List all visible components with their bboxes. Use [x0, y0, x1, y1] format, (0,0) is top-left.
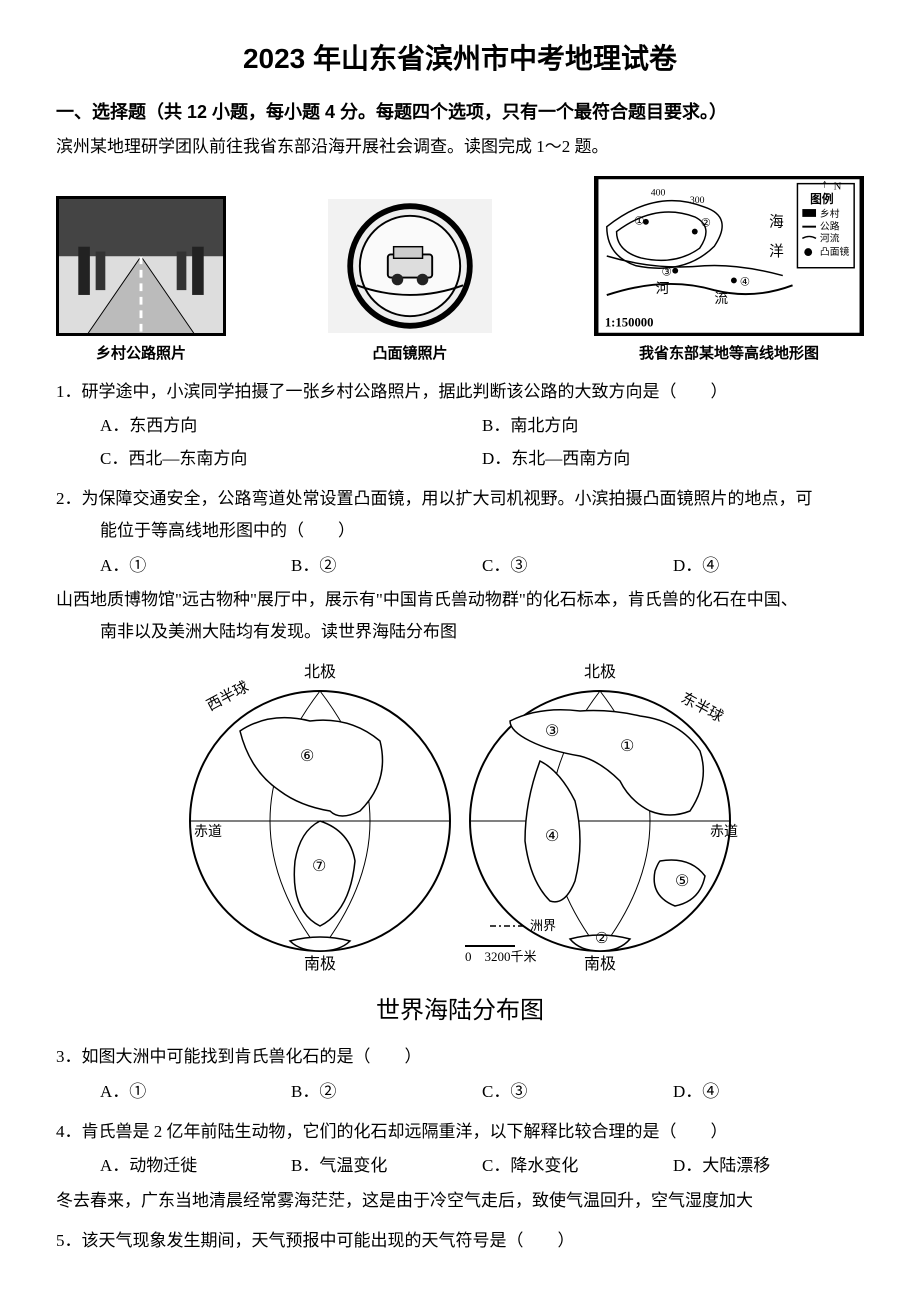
caption-topo: 我省东部某地等高线地形图 — [594, 340, 864, 369]
q3-opt-d[interactable]: D．④ — [673, 1076, 864, 1108]
svg-text:④: ④ — [740, 275, 751, 288]
q3-opt-c[interactable]: C．③ — [482, 1076, 673, 1108]
q3-stem: 如图大洲中可能找到肯氏兽化石的是（ ） — [82, 1047, 422, 1066]
world-map-caption: 世界海陆分布图 — [180, 988, 740, 1034]
question-3: 3．如图大洲中可能找到肯氏兽化石的是（ ） A．① B．② C．③ D．④ — [56, 1041, 864, 1108]
svg-text:北极: 北极 — [584, 663, 616, 681]
context-2-line2: 南非以及美洲大陆均有发现。读世界海陆分布图 — [56, 616, 864, 648]
svg-text:河流: 河流 — [820, 231, 840, 244]
svg-text:④: ④ — [545, 828, 559, 845]
caption-mirror: 凸面镜照片 — [325, 340, 495, 369]
svg-text:洲界: 洲界 — [530, 918, 556, 933]
question-5: 5．该天气现象发生期间，天气预报中可能出现的天气符号是（ ） — [56, 1225, 864, 1257]
q1-opt-a[interactable]: A．东西方向 — [100, 410, 482, 442]
q3-number: 3． — [56, 1047, 82, 1066]
context-2-line1: 山西地质博物馆"远古物种"展厅中，展示有"中国肯氏兽动物群"的化石标本，肯氏兽的… — [56, 584, 864, 616]
q4-opt-d[interactable]: D．大陆漂移 — [673, 1150, 864, 1182]
q2-stem-cont: 能位于等高线地形图中的（ ） — [56, 515, 864, 547]
svg-text:③: ③ — [545, 723, 559, 740]
north-arrow: ↑ — [822, 177, 828, 190]
svg-text:海: 海 — [769, 213, 784, 230]
svg-text:300: 300 — [690, 195, 705, 206]
q2-number: 2． — [56, 489, 82, 508]
svg-text:南极: 南极 — [304, 955, 336, 971]
context-1: 滨州某地理研学团队前往我省东部沿海开展社会调查。读图完成 1～2 题。 — [56, 131, 864, 163]
q3-options: A．① B．② C．③ D．④ — [56, 1076, 864, 1108]
svg-text:1:150000: 1:150000 — [605, 315, 654, 329]
question-1: 1．研学途中，小滨同学拍摄了一张乡村公路照片，据此判断该公路的大致方向是（ ） … — [56, 376, 864, 475]
q2-opt-b[interactable]: B．② — [291, 550, 482, 582]
question-2: 2．为保障交通安全，公路弯道处常设置凸面镜，用以扩大司机视野。小滨拍摄凸面镜照片… — [56, 483, 864, 582]
world-map-figure: 北极 北极 ⑥ ⑦ ① ③ ④ ⑤ ② 西半球 东半球 赤 — [56, 661, 864, 1034]
svg-text:赤道: 赤道 — [710, 824, 738, 840]
caption-road: 乡村公路照片 — [56, 340, 226, 369]
q1-options: A．东西方向 B．南北方向 C．西北—东南方向 D．东北—西南方向 — [56, 410, 864, 475]
svg-text:⑥: ⑥ — [300, 748, 314, 765]
q5-stem: 该天气现象发生期间，天气预报中可能出现的天气符号是（ ） — [82, 1231, 575, 1250]
svg-text:②: ② — [595, 931, 608, 947]
q2-opt-c[interactable]: C．③ — [482, 550, 673, 582]
page-title: 2023 年山东省滨州市中考地理试卷 — [56, 32, 864, 85]
q2-opt-a[interactable]: A．① — [100, 550, 291, 582]
svg-text:凸面镜: 凸面镜 — [820, 245, 850, 258]
q4-options: A．动物迁徙 B．气温变化 C．降水变化 D．大陆漂移 — [56, 1150, 864, 1182]
topo-map: ↑ N 图例 乡村 公路 河流 凸面镜 400 300 海 洋 河 — [594, 176, 864, 336]
q2-options: A．① B．② C．③ D．④ — [56, 550, 864, 582]
q4-number: 4． — [56, 1122, 82, 1141]
svg-text:⑤: ⑤ — [675, 873, 689, 890]
figure-road: 乡村公路照片 — [56, 196, 226, 369]
figure-row-1: 乡村公路照片 凸面镜照片 ↑ N 图例 乡村 — [56, 176, 864, 369]
svg-text:乡村: 乡村 — [820, 207, 840, 220]
svg-text:③: ③ — [662, 265, 673, 278]
svg-text:⑦: ⑦ — [312, 858, 326, 875]
q1-opt-b[interactable]: B．南北方向 — [482, 410, 864, 442]
q1-number: 1． — [56, 382, 82, 401]
section-heading: 一、选择题（共 12 小题，每小题 4 分。每题四个选项，只有一个最符合题目要求… — [56, 95, 864, 129]
q1-opt-d[interactable]: D．东北—西南方向 — [482, 443, 864, 475]
q3-opt-b[interactable]: B．② — [291, 1076, 482, 1108]
svg-text:西半球: 西半球 — [204, 678, 252, 714]
svg-text:河: 河 — [656, 281, 670, 296]
svg-text:北极: 北极 — [304, 663, 336, 681]
q1-opt-c[interactable]: C．西北—东南方向 — [100, 443, 482, 475]
svg-text:赤道: 赤道 — [194, 824, 222, 840]
svg-text:0 3200千米: 0 3200千米 — [465, 949, 537, 964]
q2-opt-d[interactable]: D．④ — [673, 550, 864, 582]
svg-text:公路: 公路 — [820, 219, 840, 232]
context-3: 冬去春来，广东当地清晨经常雾海茫茫，这是由于冷空气走后，致使气温回升，空气湿度加… — [56, 1185, 864, 1217]
q3-opt-a[interactable]: A．① — [100, 1076, 291, 1108]
q4-stem: 肯氏兽是 2 亿年前陆生动物，它们的化石却远隔重洋，以下解释比较合理的是（ ） — [82, 1122, 728, 1141]
q4-opt-c[interactable]: C．降水变化 — [482, 1150, 673, 1182]
svg-text:N: N — [834, 180, 842, 192]
q1-stem: 研学途中，小滨同学拍摄了一张乡村公路照片，据此判断该公路的大致方向是（ ） — [82, 382, 728, 401]
svg-text:①: ① — [620, 738, 634, 755]
q4-opt-b[interactable]: B．气温变化 — [291, 1150, 482, 1182]
road-photo — [56, 196, 226, 336]
q2-stem: 为保障交通安全，公路弯道处常设置凸面镜，用以扩大司机视野。小滨拍摄凸面镜照片的地… — [82, 489, 813, 508]
q4-opt-a[interactable]: A．动物迁徙 — [100, 1150, 291, 1182]
svg-text:东半球: 东半球 — [678, 689, 726, 725]
question-4: 4．肯氏兽是 2 亿年前陆生动物，它们的化石却远隔重洋，以下解释比较合理的是（ … — [56, 1116, 864, 1183]
svg-text:①: ① — [634, 214, 645, 227]
svg-text:②: ② — [701, 216, 712, 229]
svg-text:流: 流 — [714, 291, 728, 306]
svg-text:洋: 洋 — [769, 243, 784, 260]
world-map-svg: 北极 北极 ⑥ ⑦ ① ③ ④ ⑤ ② 西半球 东半球 赤 — [180, 661, 740, 971]
svg-text:南极: 南极 — [584, 955, 616, 971]
q5-number: 5． — [56, 1231, 82, 1250]
svg-text:图例: 图例 — [810, 192, 834, 206]
mirror-photo — [325, 196, 495, 336]
figure-mirror: 凸面镜照片 — [325, 196, 495, 369]
svg-text:400: 400 — [651, 187, 666, 198]
figure-topo-map: ↑ N 图例 乡村 公路 河流 凸面镜 400 300 海 洋 河 — [594, 176, 864, 369]
